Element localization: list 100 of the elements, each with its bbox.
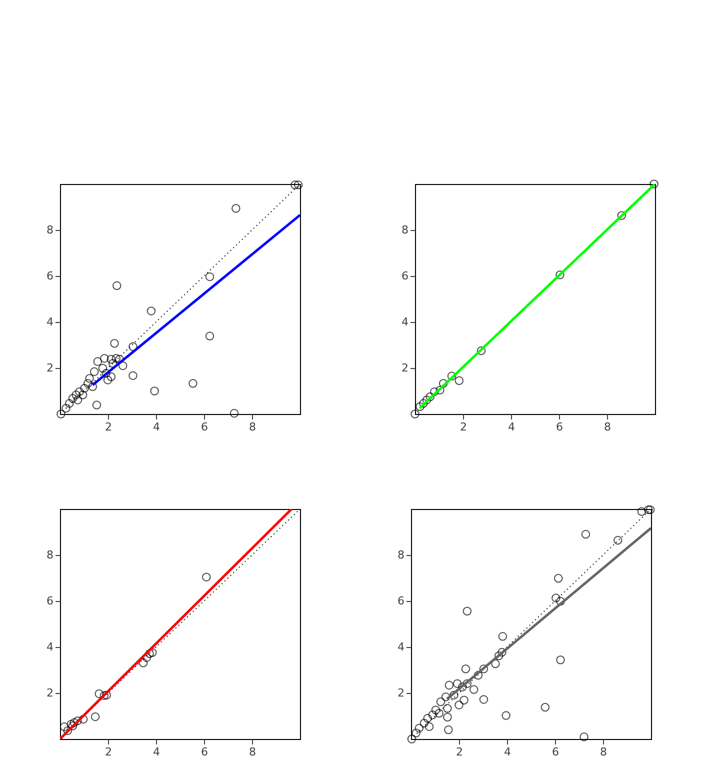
point bbox=[444, 725, 453, 734]
point bbox=[93, 357, 102, 366]
point bbox=[470, 685, 478, 694]
point bbox=[460, 696, 468, 704]
point bbox=[63, 726, 72, 736]
y-tick-label: 8 bbox=[46, 548, 54, 562]
point bbox=[428, 710, 437, 720]
x-tick-label: 6 bbox=[201, 420, 208, 434]
x-tick-label: 6 bbox=[556, 420, 563, 434]
point bbox=[75, 387, 84, 396]
y-tick-label: 2 bbox=[402, 362, 408, 374]
point bbox=[479, 664, 488, 674]
point bbox=[110, 339, 119, 348]
point bbox=[434, 708, 444, 718]
point bbox=[443, 712, 452, 722]
y-tick-label: 4 bbox=[46, 316, 54, 328]
point bbox=[454, 700, 464, 710]
point bbox=[580, 732, 588, 742]
y-tick-label: 6 bbox=[398, 594, 404, 608]
x-tick-label: 8 bbox=[249, 746, 256, 758]
point bbox=[68, 722, 78, 730]
point bbox=[407, 734, 416, 744]
point bbox=[444, 680, 454, 690]
point bbox=[502, 711, 510, 720]
point bbox=[431, 706, 440, 714]
x-tick-label: 6 bbox=[201, 746, 208, 758]
point bbox=[498, 648, 506, 657]
x-tick-label: 6 bbox=[552, 746, 559, 758]
point bbox=[419, 399, 428, 408]
point bbox=[106, 372, 116, 382]
x-tick-label: 8 bbox=[604, 420, 611, 434]
point bbox=[646, 505, 655, 514]
point bbox=[540, 702, 550, 712]
point bbox=[458, 682, 467, 692]
y-tick-label: 2 bbox=[46, 686, 54, 700]
point bbox=[498, 632, 508, 641]
point bbox=[290, 180, 300, 190]
point bbox=[416, 402, 424, 412]
point bbox=[145, 649, 154, 658]
point bbox=[73, 716, 82, 726]
point bbox=[73, 396, 82, 404]
point bbox=[424, 722, 434, 731]
point bbox=[450, 690, 458, 700]
x-tick-label: 2 bbox=[456, 746, 463, 758]
point bbox=[412, 728, 420, 738]
point bbox=[205, 272, 214, 282]
point bbox=[115, 354, 124, 364]
y-tick-label: 2 bbox=[398, 686, 404, 700]
x-tick-label: 2 bbox=[105, 420, 112, 434]
x-tick-label: 4 bbox=[508, 420, 515, 434]
y-tick-label: 2 bbox=[46, 362, 54, 374]
point bbox=[556, 656, 565, 664]
point bbox=[230, 408, 239, 418]
point bbox=[64, 399, 74, 408]
point bbox=[146, 306, 156, 316]
point bbox=[56, 410, 66, 418]
point bbox=[188, 379, 198, 388]
point bbox=[78, 390, 88, 400]
point bbox=[476, 346, 486, 356]
point bbox=[202, 572, 211, 582]
point bbox=[614, 536, 622, 545]
x-tick-label: 4 bbox=[153, 746, 160, 758]
y-tick-label: 4 bbox=[402, 316, 408, 328]
point bbox=[479, 695, 488, 704]
point bbox=[426, 392, 434, 402]
y-tick-label: 8 bbox=[398, 548, 404, 562]
point bbox=[617, 211, 626, 220]
point bbox=[106, 354, 116, 364]
point bbox=[102, 368, 110, 378]
y-tick-label: 4 bbox=[46, 640, 54, 654]
point bbox=[438, 379, 448, 388]
point bbox=[637, 507, 646, 516]
y-tick-label: 8 bbox=[402, 224, 408, 236]
point bbox=[94, 689, 104, 698]
point bbox=[60, 722, 69, 732]
point bbox=[72, 390, 80, 400]
x-tick-label: 8 bbox=[249, 420, 256, 434]
point bbox=[78, 714, 88, 724]
point bbox=[414, 724, 424, 733]
point bbox=[112, 281, 122, 290]
point bbox=[650, 180, 658, 188]
point bbox=[294, 180, 303, 190]
point bbox=[554, 574, 563, 583]
point bbox=[644, 505, 653, 514]
point bbox=[474, 670, 483, 680]
point bbox=[462, 606, 472, 616]
x-tick-label: 2 bbox=[460, 420, 467, 434]
point bbox=[423, 714, 432, 723]
point bbox=[92, 400, 102, 410]
point bbox=[103, 376, 112, 384]
point bbox=[494, 651, 504, 660]
point bbox=[205, 332, 214, 340]
point bbox=[581, 530, 590, 539]
point bbox=[556, 596, 565, 606]
point bbox=[90, 712, 100, 722]
y-tick-label: 6 bbox=[46, 270, 54, 282]
point bbox=[102, 690, 111, 700]
point bbox=[98, 364, 108, 373]
x-tick-label: 2 bbox=[105, 746, 112, 758]
point bbox=[461, 664, 470, 674]
